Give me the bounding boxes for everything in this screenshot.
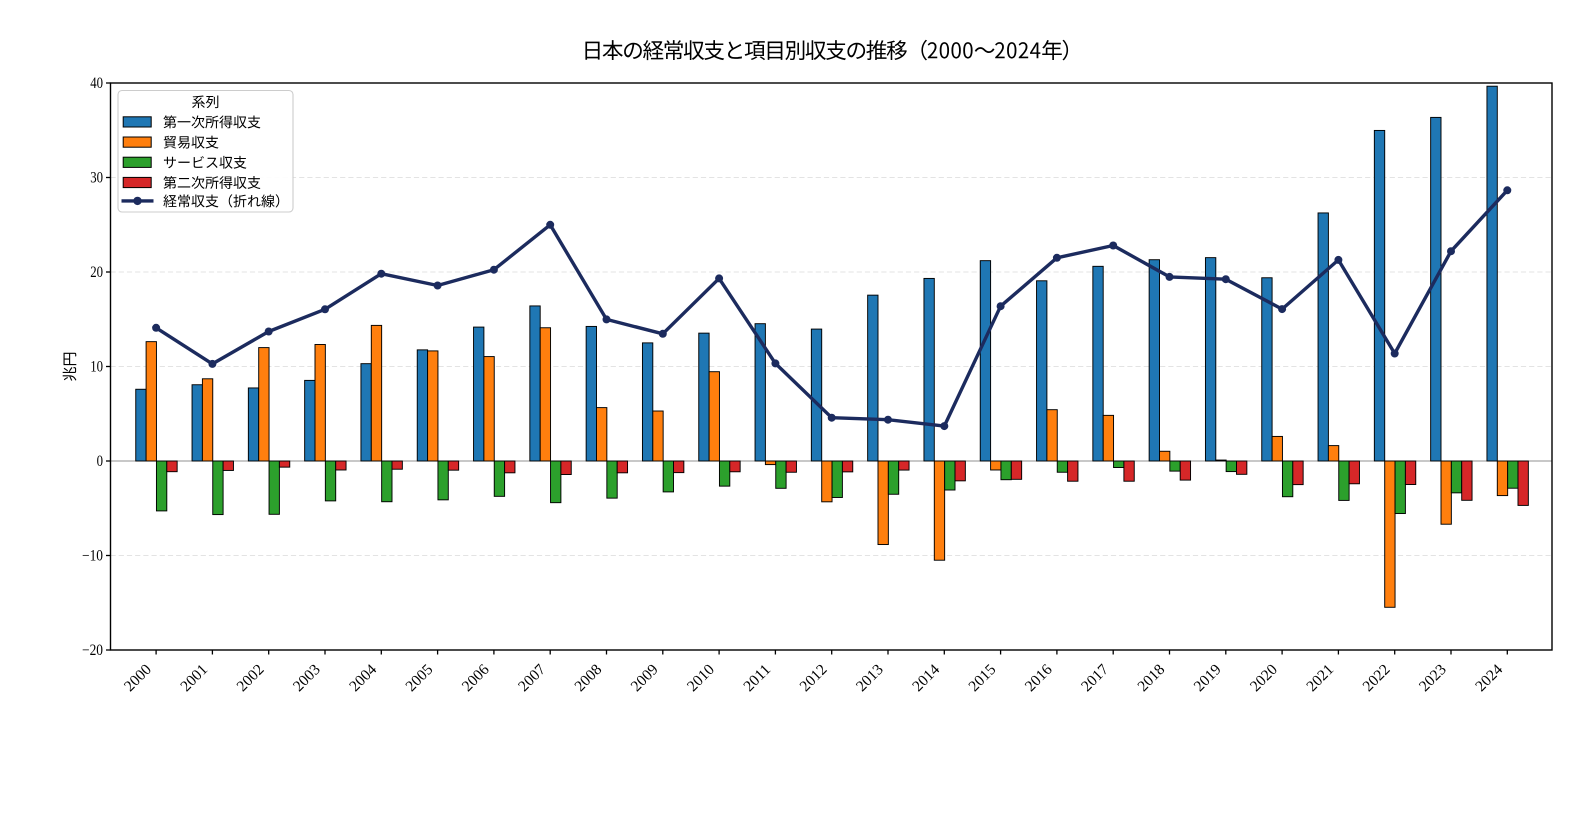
svg-text:−20: −20 <box>82 642 103 659</box>
svg-text:10: 10 <box>90 359 103 376</box>
svg-text:30: 30 <box>90 170 103 187</box>
svg-text:−10: −10 <box>82 548 103 565</box>
svg-text:40: 40 <box>90 75 103 92</box>
svg-text:0: 0 <box>97 453 104 470</box>
svg-text:20: 20 <box>90 264 103 281</box>
